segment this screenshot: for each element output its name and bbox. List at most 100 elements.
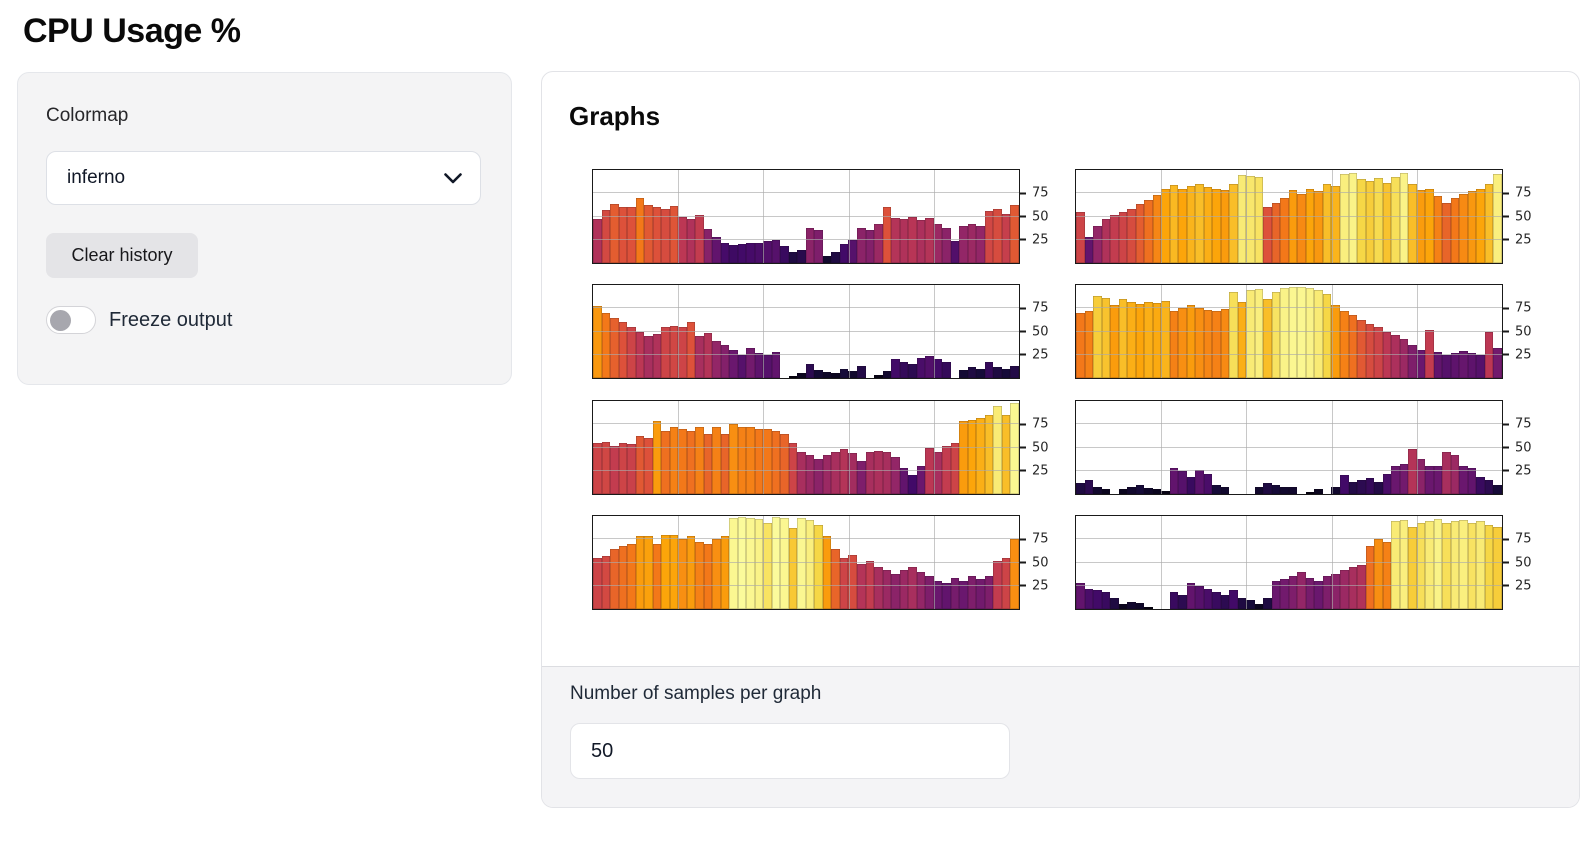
bar <box>1161 491 1170 494</box>
y-tick-label: 25 <box>1515 578 1532 594</box>
bar <box>993 405 1002 494</box>
bar <box>1339 173 1349 263</box>
y-axis-ticks: 25 50 75 <box>1502 285 1562 378</box>
bar <box>950 240 960 263</box>
plot-area: 25 50 75 <box>592 284 1049 379</box>
bar <box>1391 466 1400 494</box>
bar <box>1212 188 1221 263</box>
bar <box>950 442 960 494</box>
bar <box>1280 579 1289 609</box>
bar <box>1271 484 1281 494</box>
bar <box>661 534 670 609</box>
bar <box>1416 458 1426 494</box>
bar <box>1144 301 1153 378</box>
bar <box>1271 202 1281 263</box>
bar <box>984 414 994 494</box>
bar <box>1178 308 1187 378</box>
y-tick-label: 50 <box>1515 555 1532 570</box>
bar <box>899 362 909 378</box>
bar <box>1382 542 1392 609</box>
bar <box>644 336 653 378</box>
cpu-graph-5: 25 50 75 <box>592 400 1049 495</box>
bar <box>1331 486 1340 494</box>
bar <box>1212 484 1221 494</box>
bar <box>856 461 866 494</box>
y-tick-label: 50 <box>1032 324 1049 339</box>
bar <box>1271 581 1281 609</box>
bar <box>593 306 602 378</box>
bar <box>899 467 909 494</box>
bar <box>686 322 696 378</box>
bar <box>1254 486 1264 494</box>
bar <box>933 223 943 263</box>
bar <box>737 427 747 494</box>
bar <box>984 210 994 263</box>
bar <box>891 573 900 609</box>
y-tick-label: 75 <box>1032 185 1049 201</box>
bar <box>686 536 696 609</box>
bar <box>916 571 926 609</box>
bar <box>635 331 645 378</box>
bar <box>1169 184 1179 263</box>
bar <box>1280 287 1289 378</box>
bar <box>1118 211 1128 263</box>
y-tick-label: 25 <box>1032 463 1049 479</box>
bar <box>763 428 772 494</box>
bar <box>1118 298 1128 378</box>
bar <box>1254 176 1264 263</box>
bar <box>763 522 772 609</box>
bar <box>1237 597 1247 609</box>
bar <box>1442 523 1451 609</box>
bar <box>763 240 772 263</box>
bar <box>593 442 602 494</box>
samples-input[interactable] <box>570 723 1010 779</box>
bar <box>686 430 696 494</box>
bar <box>695 336 704 378</box>
freeze-output-toggle[interactable] <box>46 306 96 334</box>
y-tick-label: 50 <box>1515 209 1532 224</box>
bar <box>1493 173 1502 263</box>
bar <box>1450 197 1460 263</box>
bar <box>908 567 917 609</box>
freeze-output-label: Freeze output <box>109 308 233 331</box>
bar <box>1339 311 1349 378</box>
bar <box>1467 522 1477 609</box>
bar <box>1220 595 1230 609</box>
bar <box>737 354 747 378</box>
bar <box>703 228 713 263</box>
bar <box>1144 487 1153 494</box>
bar <box>822 255 832 263</box>
colormap-dropdown[interactable]: inferno <box>46 151 481 205</box>
bar <box>1195 585 1204 609</box>
bar <box>1263 482 1272 494</box>
bar <box>1374 539 1383 609</box>
bar <box>839 368 849 378</box>
bar <box>1152 302 1162 378</box>
bar <box>976 417 985 494</box>
clear-history-button[interactable]: Clear history <box>46 233 198 278</box>
bar <box>1161 188 1170 263</box>
colormap-label: Colormap <box>46 105 129 126</box>
cpu-graph-7: 25 50 75 <box>592 515 1049 610</box>
y-tick-label: 25 <box>1515 347 1532 363</box>
bar <box>899 569 909 609</box>
bar <box>1297 286 1306 378</box>
bar <box>1493 484 1502 494</box>
bar <box>1493 527 1502 609</box>
bar <box>1144 607 1153 609</box>
bar <box>1144 199 1153 263</box>
bar <box>1212 311 1221 378</box>
bar <box>1450 352 1460 378</box>
bar <box>1135 303 1145 378</box>
bar <box>942 445 951 494</box>
plot-area: 25 50 75 <box>1075 284 1532 379</box>
bar <box>1101 219 1111 263</box>
bar <box>1280 486 1289 494</box>
bar <box>976 225 985 263</box>
bar <box>1348 172 1358 263</box>
bar <box>652 334 662 378</box>
bar <box>618 207 628 263</box>
bar <box>925 218 934 263</box>
bar <box>1001 213 1011 263</box>
bar <box>967 576 977 609</box>
